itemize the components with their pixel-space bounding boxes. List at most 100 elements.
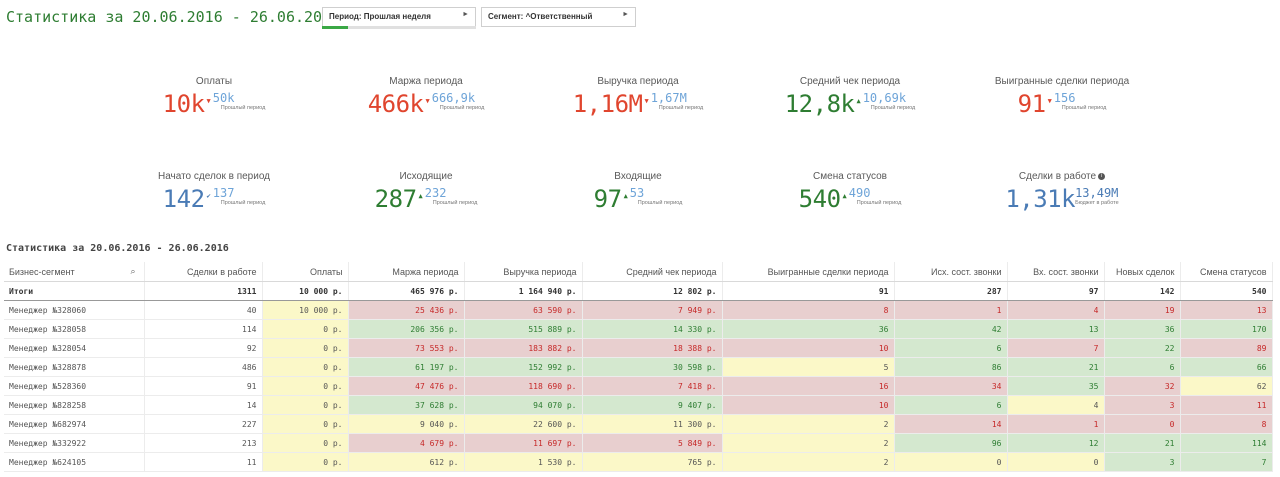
table-cell: 36 xyxy=(1104,319,1181,339)
table-row[interactable]: Менеджер №828258 14 0 р. 37 628 р. 94 070 р.… xyxy=(4,395,1273,415)
period-filter[interactable]: Период: Прошлая неделя ► xyxy=(322,7,476,29)
table-row[interactable]: Менеджер №682974 227 0 р. 9 040 р. 22 600 р.… xyxy=(4,414,1273,434)
table-row[interactable]: Менеджер №332922 213 0 р. 4 679 р. 11 697 р.… xyxy=(4,433,1273,453)
table-cell: 18 388 р. xyxy=(582,338,723,358)
table-cell: 152 992 р. xyxy=(464,357,583,377)
column-header[interactable]: Смена статусов xyxy=(1180,262,1273,282)
table-cell: 21 xyxy=(1104,433,1181,453)
kpi-outgoing: Исходящие 287 ▲ 232 Прошлый период xyxy=(336,171,516,212)
table-cell: 183 882 р. xyxy=(464,338,583,358)
column-header[interactable]: Вх. сост. звонки xyxy=(1007,262,1105,282)
table-row[interactable]: Менеджер №328060 40 10 000 р. 25 436 р. 63 5… xyxy=(4,300,1273,320)
kpi-label: Оплаты xyxy=(195,76,233,87)
table-cell: 8 xyxy=(1180,414,1273,434)
table-row[interactable]: Менеджер №328054 92 0 р. 73 553 р. 183 882 р… xyxy=(4,338,1273,358)
kpi-value: 97 xyxy=(593,185,622,213)
segment-filter-label: Сегмент: ^Ответственный xyxy=(488,12,593,21)
table-cell: 40 xyxy=(144,300,263,320)
table-cell: 61 197 р. xyxy=(348,357,465,377)
table-cell: 92 xyxy=(144,338,263,358)
table-cell: 0 р. xyxy=(262,395,349,415)
table-cell: 0 xyxy=(1007,452,1105,472)
kpi-prev-value: 137 xyxy=(212,186,235,200)
table-cell: 2 xyxy=(722,452,895,472)
manager-name-cell: Менеджер №682974 xyxy=(4,414,145,434)
kpi-label: Выигранные сделки периода xyxy=(994,76,1130,87)
table-row[interactable]: Менеджер №328878 486 0 р. 61 197 р. 152 992 … xyxy=(4,357,1273,377)
kpi-prev-label: Прошлый период xyxy=(856,200,902,206)
column-header[interactable]: Бизнес-сегмент ⌕ xyxy=(4,262,145,282)
table-cell: 19 xyxy=(1104,300,1181,320)
table-cell: 142 xyxy=(1104,281,1181,301)
table-cell: 1 xyxy=(1007,414,1105,434)
arrow-up-icon: ▲ xyxy=(856,97,861,105)
kpi-label: Начато сделок в период xyxy=(157,171,271,182)
table-cell: 96 xyxy=(894,433,1008,453)
column-header[interactable]: Выручка периода xyxy=(464,262,583,282)
column-header[interactable]: Оплаты xyxy=(262,262,349,282)
table-row[interactable]: Менеджер №624105 11 0 р. 612 р. 1 530 р. 765 … xyxy=(4,452,1273,472)
kpi-prev-label: Прошлый период xyxy=(637,200,683,206)
table-cell: 94 070 р. xyxy=(464,395,583,415)
kpi-label: Исходящие xyxy=(399,171,453,182)
table-cell: 0 р. xyxy=(262,338,349,358)
table-cell: 6 xyxy=(894,338,1008,358)
table-cell: 170 xyxy=(1180,319,1273,339)
manager-name-cell: Менеджер №328878 xyxy=(4,357,145,377)
table-cell: 114 xyxy=(144,319,263,339)
kpi-value: 10k xyxy=(162,90,205,118)
kpi-payments: Оплаты 10k ▼ 50k Прошлый период xyxy=(124,76,304,117)
kpi-margin: Маржа периода 466k ▼ 666,9k Прошлый перио… xyxy=(336,76,516,117)
info-icon[interactable]: i xyxy=(1098,172,1106,180)
table-cell: 34 xyxy=(894,376,1008,396)
table-cell: 5 xyxy=(722,357,895,377)
kpi-prev-value: 13,49M xyxy=(1075,186,1119,200)
chevron-right-icon: ► xyxy=(622,11,629,18)
column-header[interactable]: Маржа периода xyxy=(348,262,465,282)
kpi-won-deals: Выигранные сделки периода 91 ▼ 156 Прошлы… xyxy=(972,76,1152,117)
manager-name-cell: Менеджер №328058 xyxy=(4,319,145,339)
column-header[interactable]: Сделки в работе xyxy=(144,262,263,282)
table-cell: 14 330 р. xyxy=(582,319,723,339)
column-header[interactable]: Исх. сост. звонки xyxy=(894,262,1008,282)
table-cell: 32 xyxy=(1104,376,1181,396)
totals-row: Итоги 1311 10 000 р. 465 976 р. 1 164 94… xyxy=(4,281,1273,301)
kpi-prev-label: Прошлый период xyxy=(432,200,478,206)
manager-name-cell: Менеджер №624105 xyxy=(4,452,145,472)
table-cell: 7 xyxy=(1007,338,1105,358)
segment-filter[interactable]: Сегмент: ^Ответственный ► xyxy=(481,7,636,27)
kpi-value: 287 xyxy=(374,185,417,213)
kpi-value: 1,16M xyxy=(572,90,643,118)
manager-name-cell: Менеджер №332922 xyxy=(4,433,145,453)
kpi-incoming: Входящие 97 ▲ 53 Прошлый период xyxy=(548,171,728,212)
manager-name-cell: Менеджер №328054 xyxy=(4,338,145,358)
chevron-right-icon: ► xyxy=(462,11,469,18)
kpi-status-changes: Смена статусов 540 ▲ 490 Прошлый период xyxy=(760,171,940,212)
column-header[interactable]: Новых сделок xyxy=(1104,262,1181,282)
table-row[interactable]: Менеджер №528360 91 0 р. 47 476 р. 118 690 р… xyxy=(4,376,1273,396)
search-icon[interactable]: ⌕ xyxy=(130,266,136,276)
table-cell: 37 628 р. xyxy=(348,395,465,415)
table-cell: 287 xyxy=(894,281,1008,301)
kpi-label: Выручка периода xyxy=(597,76,679,87)
table-cell: 9 407 р. xyxy=(582,395,723,415)
manager-name-cell: Менеджер №828258 xyxy=(4,395,145,415)
table-cell: 1 xyxy=(894,300,1008,320)
table-cell: 11 300 р. xyxy=(582,414,723,434)
table-cell: 0 р. xyxy=(262,452,349,472)
table-cell: 30 598 р. xyxy=(582,357,723,377)
table-cell: 7 949 р. xyxy=(582,300,723,320)
table-cell: 4 xyxy=(1007,300,1105,320)
arrow-down-icon: ▼ xyxy=(425,97,430,105)
column-header[interactable]: Выигранные сделки периода xyxy=(722,262,895,282)
column-header[interactable]: Средний чек периода xyxy=(582,262,723,282)
table-cell: 21 xyxy=(1007,357,1105,377)
table-row[interactable]: Менеджер №328058 114 0 р. 206 356 р. 515 889… xyxy=(4,319,1273,339)
table-cell: 10 xyxy=(722,395,895,415)
table-cell: 114 xyxy=(1180,433,1273,453)
table-cell: 465 976 р. xyxy=(348,281,465,301)
table-cell: 66 xyxy=(1180,357,1273,377)
kpi-prev-label: Бюджет в работе xyxy=(1075,200,1119,206)
table-cell: 213 xyxy=(144,433,263,453)
table-cell: 6 xyxy=(894,395,1008,415)
